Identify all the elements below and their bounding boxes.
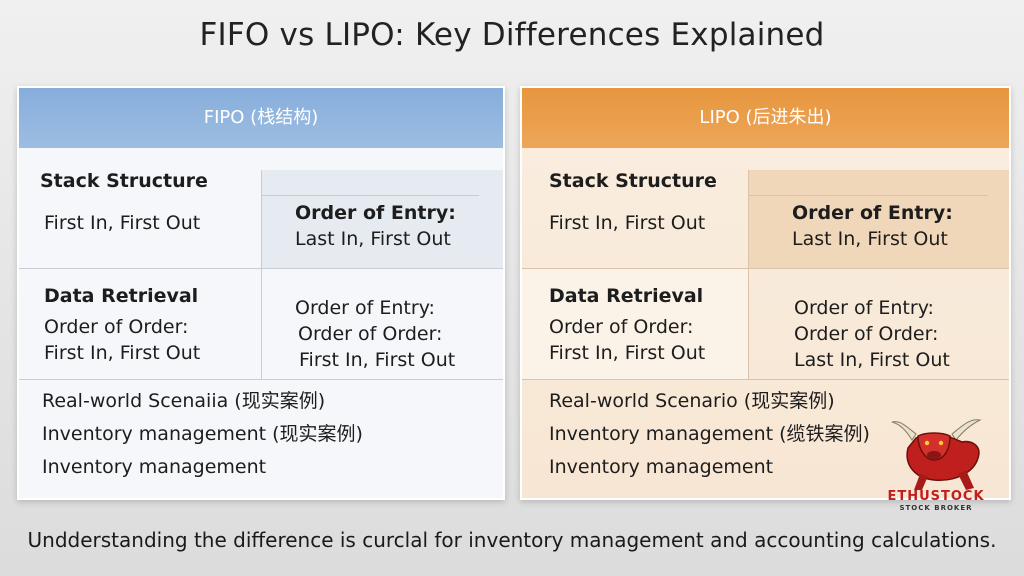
fifo-row2-right: Order of Entry: Order of Order: First In… <box>295 295 455 373</box>
lifo-scenario-line3: Inventory management <box>549 456 774 478</box>
fifo-scenario-line2: Inventory management (现实案例) <box>42 423 363 445</box>
fifo-data-retrieval-heading: Data Retrieval <box>44 285 199 307</box>
lifo-scenario-heading: Real-world Scenario (现实案例) <box>549 390 835 412</box>
fifo-row2-line2: First In, First Out <box>44 342 201 364</box>
lifo-row1-shade <box>748 170 1009 268</box>
fifo-scenario-heading: Real-world Scenaiia (现实案例) <box>42 390 326 412</box>
fifo-order-entry-value: Last In, First Out <box>295 228 451 250</box>
fifo-card: FIPO (栈结构) Stack Structure First In, Fir… <box>17 86 505 500</box>
fifo-stack-structure-heading: Stack Structure <box>40 170 208 192</box>
lifo-row2-line1: Order of Order: <box>549 316 694 338</box>
fifo-row2-divider <box>19 379 503 380</box>
lifo-row2-right-line1: Order of Entry: <box>794 297 934 319</box>
lifo-row2-divider <box>522 379 1009 380</box>
fifo-order-entry-label: Order of Entry: <box>295 202 456 224</box>
logo-tagline: STOCK BROKER <box>899 504 973 512</box>
lifo-row1-right: Order of Entry: Last In, First Out <box>792 200 953 252</box>
lifo-order-entry-value: Last In, First Out <box>792 228 948 250</box>
logo-name: ETHUSTOCK <box>887 489 985 504</box>
lifo-card-header: LIPO (后进朱出) <box>522 88 1009 148</box>
lifo-row2-line2: First In, First Out <box>549 342 706 364</box>
lifo-data-retrieval-heading: Data Retrieval <box>549 285 704 307</box>
fifo-row3: Real-world Scenaiia (现实案例) Inventory man… <box>42 385 363 484</box>
lifo-row3: Real-world Scenario (现实案例) Inventory man… <box>549 385 870 484</box>
fifo-column-divider <box>261 170 262 379</box>
fifo-row2-left: Data Retrieval Order of Order: First In,… <box>44 283 200 366</box>
lifo-card: LIPO (后进朱出) Stack Structure First In, Fi… <box>520 86 1011 500</box>
lifo-row1-text: First In, First Out <box>549 212 706 234</box>
footer-note: Undderstanding the difference is curclal… <box>27 528 997 552</box>
lifo-row1-divider <box>522 268 1009 269</box>
lifo-scenario-line2: Inventory management (缆铁案例) <box>549 423 870 445</box>
lifo-row2-right-line2: Order of Order: <box>794 323 939 345</box>
fifo-row1-heading: Stack Structure <box>40 168 208 194</box>
lifo-stack-structure-heading: Stack Structure <box>549 170 717 192</box>
fifo-row2-right-line3: First In, First Out <box>299 349 456 371</box>
fifo-row2-right-line2: Order of Order: <box>298 323 443 345</box>
page-title: FIFO vs LIPO: Key Differences Explained <box>199 17 825 53</box>
lifo-order-entry-label: Order of Entry: <box>792 202 953 224</box>
lifo-row2-right-line3: Last In, First Out <box>794 349 950 371</box>
ethustock-logo: ETHUSTOCK STOCK BROKER <box>878 412 994 516</box>
lifo-row1-subdivider <box>748 195 988 196</box>
lifo-row1-heading: Stack Structure <box>549 168 717 194</box>
fifo-row1-shade <box>261 170 503 268</box>
fifo-row1-right: Order of Entry: Last In, First Out <box>295 200 456 252</box>
fifo-scenario-line3: Inventory management <box>42 456 267 478</box>
lifo-column-divider <box>748 170 749 379</box>
fifo-row1-subdivider <box>261 195 479 196</box>
lifo-row2-right: Order of Entry: Order of Order: Last In,… <box>794 295 950 373</box>
lifo-row2-left: Data Retrieval Order of Order: First In,… <box>549 283 705 366</box>
fifo-card-header: FIPO (栈结构) <box>19 88 503 148</box>
lifo-row2-shade <box>522 268 748 379</box>
bull-icon <box>891 419 982 490</box>
fifo-row1-text: First In, First Out <box>44 212 201 234</box>
fifo-row2-right-line1: Order of Entry: <box>295 297 435 319</box>
fifo-row2-line1: Order of Order: <box>44 316 189 338</box>
